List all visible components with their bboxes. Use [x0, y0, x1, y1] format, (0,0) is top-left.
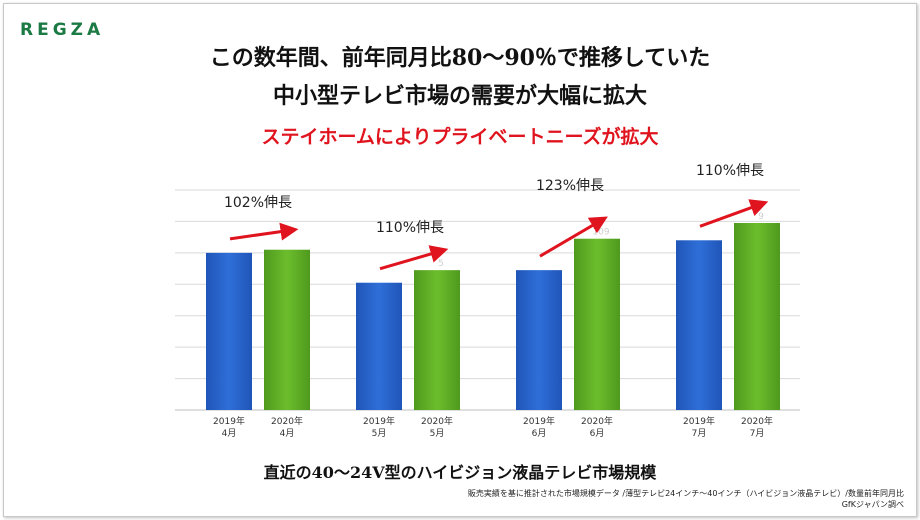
category-tick-label: 2020年	[421, 415, 453, 427]
chart-caption: 直近の40～24V型のハイビジョン液晶テレビ市場規模	[263, 463, 657, 482]
slide-title-line1: この数年間、前年同月比80～90％で推移していた	[209, 45, 711, 71]
growth-arrow	[699, 199, 769, 228]
category-tick-label: 6月	[590, 428, 605, 439]
source-note: 販売実績を基に推計された市場規模データ /薄型テレビ24インチ～40インチ（ハイ…	[468, 488, 904, 510]
category-tick-label: 2020年	[741, 415, 773, 427]
slide-title-line2: 中小型テレビ市場の需要が大幅に拡大	[272, 83, 647, 109]
data-label: 5	[438, 259, 444, 269]
bar-2019	[356, 282, 402, 410]
data-label: 9	[758, 212, 764, 222]
growth-label: 110%伸長	[376, 220, 444, 236]
category-tick-label: 4月	[280, 428, 295, 439]
category-tick-label: 2020年	[581, 415, 613, 427]
growth-label: 123%伸長	[536, 178, 604, 194]
category-tick-label: 2020年	[271, 415, 303, 427]
data-label: 109	[592, 228, 609, 238]
bar-2020	[414, 270, 460, 410]
growth-label: 110%伸長	[696, 163, 764, 179]
category-tick-label: 2019年	[683, 415, 715, 427]
growth-arrow	[539, 216, 608, 258]
category-tick-label: 5月	[372, 428, 387, 439]
category-tick-label: 7月	[750, 428, 765, 439]
source-note-line1: 販売実績を基に推計された市場規模データ /薄型テレビ24インチ～40インチ（ハイ…	[467, 489, 904, 498]
bar-2019	[516, 270, 562, 410]
source-note-line2: GfKジャパン調べ	[841, 500, 904, 509]
category-tick-label: 6月	[532, 428, 547, 439]
category-tick-label: 2019年	[523, 415, 555, 427]
category-tick-label: 2019年	[363, 415, 395, 427]
bar-2020	[264, 249, 310, 410]
category-tick-label: 4月	[222, 428, 237, 439]
slide-subtitle: ステイホームによりプライベートニーズが拡大	[261, 126, 659, 148]
category-tick-label: 7月	[692, 428, 707, 439]
growth-arrow	[229, 222, 299, 241]
growth-label: 102%伸長	[224, 195, 292, 211]
bar-2019	[676, 240, 722, 410]
growth-arrow	[379, 245, 449, 271]
category-tick-label: 2019年	[213, 415, 245, 427]
brand-logo: REGZA	[20, 20, 105, 40]
bar-2019	[206, 252, 252, 410]
bar-2020	[734, 223, 780, 410]
category-tick-label: 5月	[430, 428, 445, 439]
bar-2020	[574, 238, 620, 410]
